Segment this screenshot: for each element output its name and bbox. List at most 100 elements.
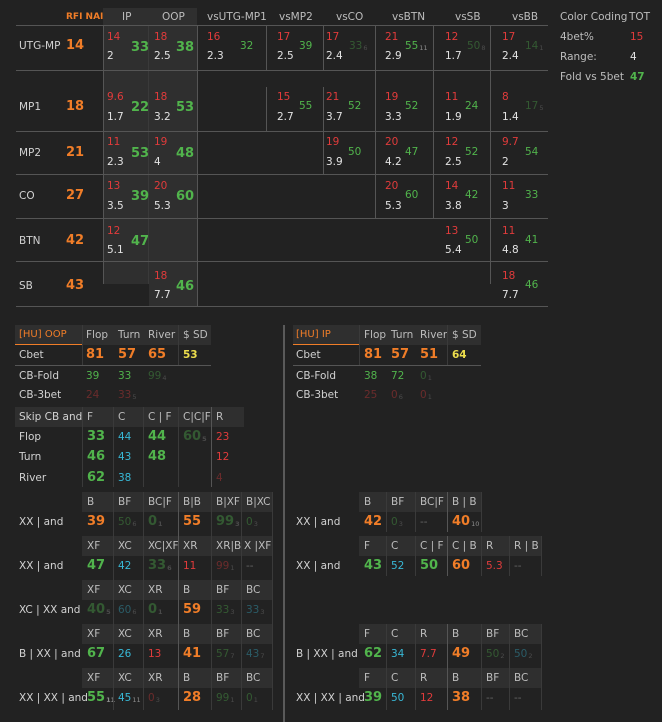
ip-4bet: 14 bbox=[107, 31, 121, 43]
skip-cb-label: Skip CB and bbox=[19, 411, 83, 423]
line-value: -- bbox=[514, 560, 522, 572]
oop-range: 2.5 bbox=[154, 50, 171, 62]
header-vs-bb: vsBB bbox=[512, 11, 539, 23]
cell-fold: 175 bbox=[525, 100, 544, 112]
cell-range: 3.9 bbox=[326, 156, 343, 168]
line-value: 12 bbox=[420, 692, 434, 704]
river-value: 65 bbox=[148, 347, 167, 362]
cell-fold: 141 bbox=[525, 40, 544, 52]
ip-range: 1.7 bbox=[107, 111, 124, 123]
cell-4bet: 17 bbox=[326, 31, 340, 43]
cell-range: 3.8 bbox=[445, 200, 462, 212]
line-value: -- bbox=[514, 692, 522, 704]
line-value: 60 bbox=[452, 558, 471, 573]
row-label: Flop bbox=[19, 431, 42, 443]
line-value: 5511 bbox=[87, 690, 116, 705]
legend-label: Range: bbox=[560, 51, 597, 63]
ip-fold: 33 bbox=[131, 40, 150, 55]
col-header: XC|XF bbox=[148, 540, 179, 552]
line-value: 39 bbox=[87, 514, 106, 529]
line-label: XX | XX | and bbox=[19, 692, 88, 704]
col-header: XC bbox=[118, 540, 132, 552]
col-header: BC|F bbox=[148, 496, 172, 508]
oop-4bet: 18 bbox=[154, 31, 168, 43]
cell-range: 2.7 bbox=[277, 111, 294, 123]
line-value: 42 bbox=[118, 560, 132, 572]
rfi-value: 14 bbox=[66, 38, 85, 53]
line-label: B | XX | and bbox=[296, 648, 358, 660]
cell-fold: 60 bbox=[405, 189, 419, 201]
rfi-value: 42 bbox=[66, 233, 85, 248]
col-header: F bbox=[364, 540, 371, 552]
river-value: 994 bbox=[148, 370, 167, 382]
line-value: 506 bbox=[118, 516, 137, 528]
cell-fold: 32 bbox=[240, 40, 254, 52]
col-river: River bbox=[148, 329, 176, 341]
line-label: XC | XX and bbox=[19, 604, 81, 616]
cell-range: 2.5 bbox=[277, 50, 294, 62]
col-header: R | B bbox=[514, 540, 539, 552]
turn-value: 57 bbox=[391, 347, 410, 362]
line-value: 333 bbox=[246, 604, 265, 616]
cell-4bet: 19 bbox=[385, 91, 399, 103]
cell-fold: 47 bbox=[405, 146, 419, 158]
row-label: MP2 bbox=[19, 147, 42, 159]
line-value: 437 bbox=[246, 648, 265, 660]
col-header: B|B bbox=[183, 496, 201, 508]
col-turn: Turn bbox=[118, 329, 141, 341]
line-value: 993 bbox=[216, 514, 240, 529]
oop-range: 5.3 bbox=[154, 200, 171, 212]
col-header: XC bbox=[118, 628, 132, 640]
col-header: BF bbox=[486, 672, 500, 684]
rfi-value: 27 bbox=[66, 188, 85, 203]
cell-fold: 55 bbox=[299, 100, 313, 112]
col-header: BF bbox=[486, 628, 500, 640]
cell-fold: 5511 bbox=[405, 40, 428, 52]
line-value: 50 bbox=[391, 692, 405, 704]
cell-fold: 50 bbox=[465, 234, 479, 246]
col-header: BF bbox=[118, 496, 132, 508]
legend-value: 15 bbox=[630, 31, 644, 43]
header-vs-utg-mp1: vsUTG-MP1 bbox=[207, 11, 267, 23]
call-value: 43 bbox=[118, 451, 132, 463]
cell-fold: 39 bbox=[299, 40, 313, 52]
ip-4bet: 11 bbox=[107, 136, 121, 148]
cell-4bet: 19 bbox=[326, 136, 340, 148]
col-header: B bbox=[452, 628, 460, 640]
cell-4bet: 15 bbox=[277, 91, 291, 103]
line-value: 38 bbox=[452, 690, 471, 705]
col-header: C bbox=[391, 540, 399, 552]
legend-label: Fold vs 5bet bbox=[560, 71, 624, 83]
col-header: R bbox=[420, 628, 428, 640]
line-value: 03 bbox=[246, 516, 258, 528]
cell-fold: 50 bbox=[348, 146, 362, 158]
col-header: BF bbox=[216, 628, 230, 640]
col-flop: Flop bbox=[364, 329, 387, 341]
col-header: B|XF bbox=[216, 496, 240, 508]
line-value: -- bbox=[246, 560, 254, 572]
row-label: Cbet bbox=[19, 349, 44, 361]
ip-4bet: 9.6 bbox=[107, 91, 124, 103]
header-ip: IP bbox=[122, 11, 132, 23]
line-value: 50 bbox=[420, 558, 439, 573]
col-header: F bbox=[364, 628, 371, 640]
cell-range: 2.5 bbox=[445, 156, 462, 168]
line-value: 43 bbox=[364, 558, 383, 573]
row-label: BTN bbox=[19, 235, 41, 247]
legend-tot: TOT bbox=[629, 11, 651, 23]
col-header: B bbox=[183, 584, 191, 596]
ip-fold: 39 bbox=[131, 189, 150, 204]
col-header: B bbox=[183, 628, 191, 640]
row-label: River bbox=[19, 472, 47, 484]
cell-4bet: 21 bbox=[385, 31, 399, 43]
cell-range: 5.4 bbox=[445, 244, 462, 256]
col-header: B bbox=[364, 496, 372, 508]
call-fold-value: 44 bbox=[148, 429, 167, 444]
showdown-value: 64 bbox=[452, 349, 467, 361]
oop-fold: 46 bbox=[176, 279, 195, 294]
oop-fold: 53 bbox=[176, 100, 195, 115]
line-value: 7.7 bbox=[420, 648, 437, 660]
line-label: XX | and bbox=[296, 516, 341, 528]
line-value: 01 bbox=[246, 692, 258, 704]
col-ccf: C|C|F bbox=[183, 411, 211, 423]
